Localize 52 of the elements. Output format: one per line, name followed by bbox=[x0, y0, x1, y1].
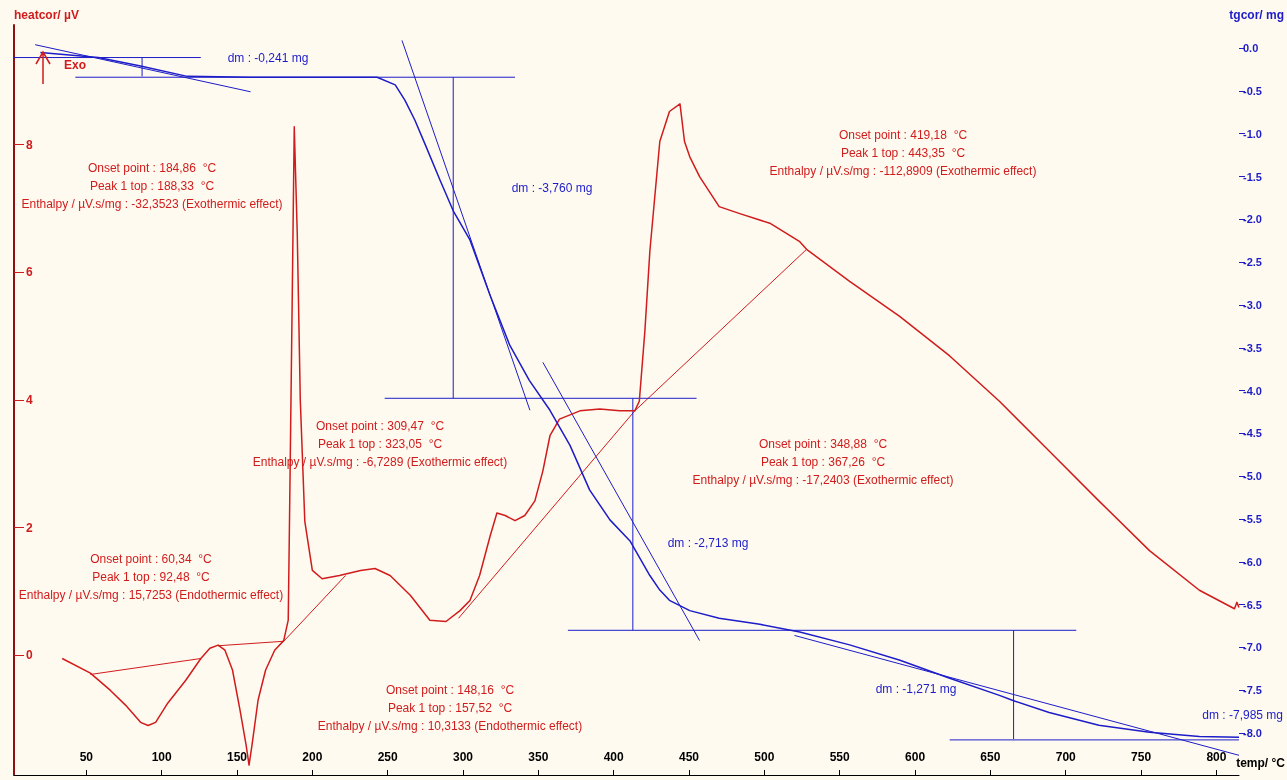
y2-tick-label: -2.5 bbox=[1243, 256, 1262, 269]
x-tick-label: 700 bbox=[1055, 750, 1077, 764]
y2-axis-title: tgcor/ mg bbox=[1229, 8, 1284, 22]
y2-tick-label: -3.5 bbox=[1243, 341, 1262, 354]
annotation: Onset point : 60,34 °C Peak 1 top : 92,48 °C Enthalpy / µV.s/mg : 15,7253 (Endothermic effect) bbox=[18, 552, 284, 602]
y-tick-label: 8 bbox=[26, 137, 33, 152]
annotation: dm : -2,713 mg bbox=[667, 536, 749, 550]
y2-tick-label: -1.5 bbox=[1243, 170, 1262, 183]
x-tick-label: 100 bbox=[151, 750, 172, 764]
y2-tick-label: -7.0 bbox=[1243, 641, 1262, 654]
annotation: Onset point : 419,18 °C Peak 1 top : 443,35 °C Enthalpy / µV.s/mg : -112,8909 (Exothermic effect) bbox=[769, 128, 1037, 178]
y2-tick-label: -1.0 bbox=[1243, 127, 1262, 140]
x-tick-label: 600 bbox=[905, 750, 926, 764]
annotation: dm : -7,985 mg bbox=[1202, 708, 1283, 722]
y-tick-label: 0 bbox=[26, 648, 33, 663]
y2-tick-label: -0.5 bbox=[1243, 84, 1262, 97]
y-tick-label: 2 bbox=[26, 520, 33, 535]
y-tick-label: 6 bbox=[26, 265, 33, 280]
y2-tick-label: -7.5 bbox=[1243, 684, 1262, 697]
annotation: dm : -0,241 mg bbox=[227, 51, 309, 65]
y2-tick-label: -5.5 bbox=[1243, 513, 1262, 526]
annotation: Onset point : 148,16 °C Peak 1 top : 157,52 °C Enthalpy / µV.s/mg : 10,3133 (Endothermic effect) bbox=[317, 683, 583, 733]
x-tick-label: 750 bbox=[1131, 750, 1152, 764]
x-tick-label: 350 bbox=[528, 750, 549, 764]
x-tick-label: 550 bbox=[829, 750, 851, 764]
annotation: Onset point : 348,88 °C Peak 1 top : 367,26 °C Enthalpy / µV.s/mg : -17,2403 (Exothermic effect) bbox=[692, 437, 954, 487]
y2-tick-label: -5.0 bbox=[1243, 470, 1262, 483]
y-axis-title: heatcor/ µV bbox=[14, 8, 79, 22]
x-tick-label: 650 bbox=[980, 750, 1001, 764]
x-tick-label: 500 bbox=[754, 750, 775, 764]
annotation: Exo bbox=[64, 58, 87, 72]
x-tick-label: 50 bbox=[79, 750, 94, 764]
x-tick-label: 250 bbox=[377, 750, 399, 764]
annotation: Onset point : 184,86 °C Peak 1 top : 188,33 °C Enthalpy / µV.s/mg : -32,3523 (Exothermic effect) bbox=[21, 161, 283, 211]
x-tick-label: 300 bbox=[453, 750, 474, 764]
x-tick-label: 800 bbox=[1206, 750, 1227, 764]
y2-tick-label: -8.0 bbox=[1243, 727, 1262, 740]
x-tick-label: 450 bbox=[679, 750, 700, 764]
x-tick-label: 200 bbox=[302, 750, 323, 764]
y2-tick-label: -3.0 bbox=[1243, 298, 1262, 311]
y2-tick-label: -6.0 bbox=[1243, 555, 1262, 568]
annotation: dm : -3,760 mg bbox=[511, 181, 593, 195]
x-axis-title: temp/ °C bbox=[1236, 756, 1286, 770]
x-tick-label: 150 bbox=[226, 750, 248, 764]
y2-tick-label: -4.5 bbox=[1243, 427, 1262, 440]
y2-tick-label: 0.0 bbox=[1243, 42, 1259, 55]
y2-tick-label: -6.5 bbox=[1243, 598, 1262, 611]
y2-tick-label: -4.0 bbox=[1243, 384, 1262, 397]
y-tick-label: 4 bbox=[26, 393, 33, 407]
y2-tick-label: -2.0 bbox=[1243, 213, 1262, 226]
x-tick-label: 400 bbox=[603, 750, 625, 764]
annotation: dm : -1,271 mg bbox=[875, 682, 957, 696]
